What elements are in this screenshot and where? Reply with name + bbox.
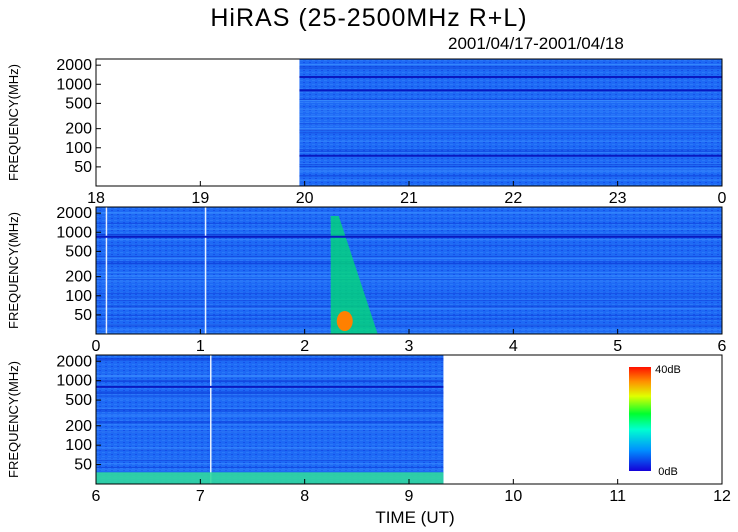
x-tick-label: 19 [191,190,209,207]
x-tick-label: 4 [509,338,518,355]
y-tick-label: 100 [65,437,92,454]
colorbar-gradient [629,367,651,471]
y-tick-label: 500 [65,392,92,409]
x-tick-label: 21 [400,190,418,207]
y-tick-label: 200 [65,418,92,435]
x-tick-label: 5 [613,338,622,355]
y-tick-label: 2000 [56,353,92,370]
y-tick-label: 500 [65,95,92,112]
x-tick-label: 10 [504,488,522,505]
y-tick-label: 50 [74,159,92,176]
x-tick-label: 0 [718,190,727,207]
x-tick-label: 9 [405,488,414,505]
spectrogram-data [96,355,444,484]
date-range: 2001/04/17-2001/04/18 [448,34,624,53]
y-axis-label: FREQUENCY(MHz) [6,361,21,478]
y-tick-label: 200 [65,121,92,138]
x-tick-label: 20 [296,190,314,207]
x-tick-label: 18 [87,190,105,207]
y-tick-label: 2000 [56,205,92,222]
spectrogram-panel-2: 0 1 2 3 4 5 6 2000 1000 500 200 100 50 FREQUENCY(MHz) [6,205,727,355]
y-tick-label: 1000 [56,76,92,93]
y-tick-label: 1000 [56,373,92,390]
x-tick-label: 12 [713,488,731,505]
y-tick-label: 100 [65,288,92,305]
x-tick-label: 11 [609,488,626,505]
y-tick-label: 200 [65,269,92,286]
x-tick-label: 3 [405,338,414,355]
y-tick-label: 50 [74,457,92,474]
x-tick-label: 22 [504,190,522,207]
chart-title: HiRAS (25-2500MHz R+L) [210,4,528,32]
y-tick-label: 50 [74,307,92,324]
x-tick-label: 6 [718,338,727,355]
x-axis-label: TIME (UT) [375,508,455,527]
spectrogram-data [96,207,722,334]
x-tick-label: 7 [196,488,205,505]
x-tick-label: 6 [92,488,101,505]
colorbar-max-label: 40dB [655,364,681,376]
spectrogram-panel-1: 18 19 20 21 22 23 0 2000 1000 500 200 100 50 FREQUENC… [6,57,727,207]
x-tick-label: 0 [92,338,101,355]
spectrogram-panel-3: 6 7 8 9 10 11 12 2000 1000 500 200 100 50 FREQUENCY(M… [6,353,731,505]
colorbar-min-label: 0dB [658,466,678,478]
y-tick-label: 500 [65,243,92,260]
y-tick-label: 100 [65,140,92,157]
y-axis-label: FREQUENCY(MHz) [6,212,21,329]
radio-burst [330,216,378,334]
y-tick-label: 2000 [56,57,92,74]
colorbar: 40dB 0dB [629,364,681,478]
y-tick-label: 1000 [56,224,92,241]
x-tick-label: 1 [196,338,205,355]
emission-band [96,472,444,484]
x-tick-label: 2 [300,338,309,355]
y-axis-label: FREQUENCY(MHz) [6,64,21,181]
x-tick-label: 23 [609,190,627,207]
burst-core [336,311,353,332]
x-tick-label: 8 [300,488,309,505]
